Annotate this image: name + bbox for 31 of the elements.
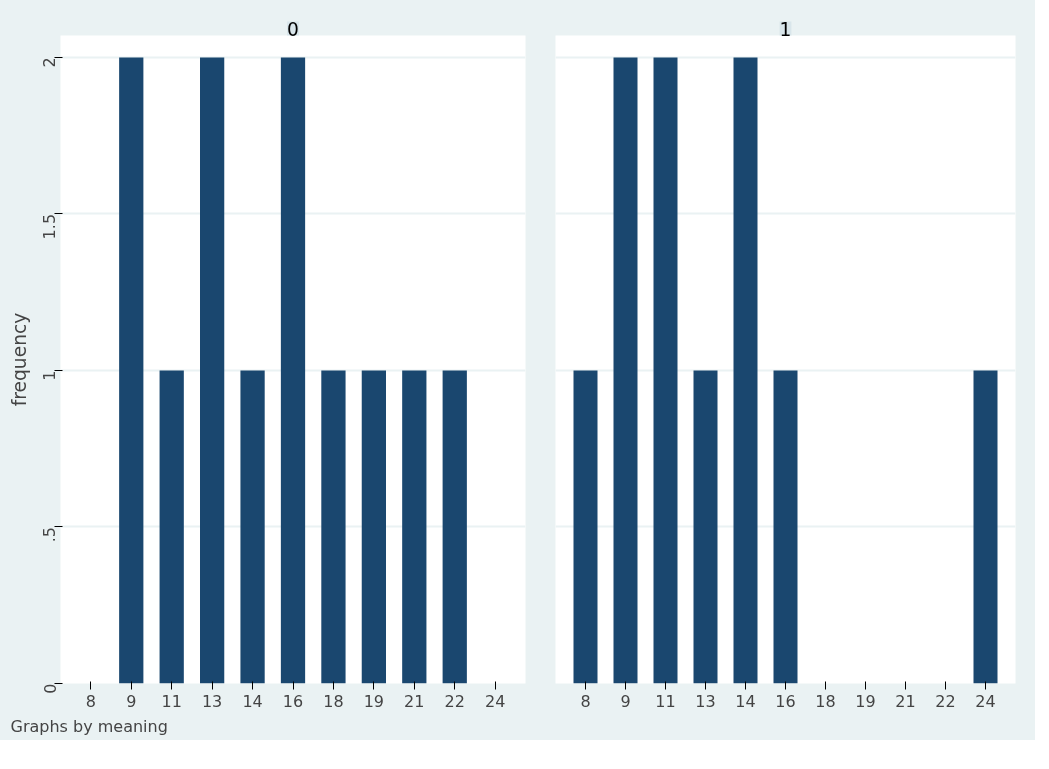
x-tick-label: 21	[404, 691, 425, 711]
x-tick-label: 19	[855, 691, 876, 711]
chart-title: 1	[779, 18, 792, 40]
x-tick-label: 19	[363, 691, 385, 711]
x-tick-label: 18	[815, 691, 836, 711]
x-tick-label: 8	[580, 691, 591, 711]
x-tick-label: 24	[484, 691, 506, 711]
x-tick-label: 22	[444, 691, 465, 711]
x-tick-label: 24	[975, 691, 996, 711]
y-tick-label: .5	[40, 526, 60, 543]
x-tick-label: 9	[126, 691, 137, 711]
x-tick-label: 14	[735, 691, 756, 711]
x-tick-label: 14	[242, 691, 263, 711]
y-tick-label: 1	[40, 370, 60, 381]
x-tick-label: 13	[201, 691, 223, 711]
x-tick-label: 8	[85, 691, 96, 711]
chart-title: 0	[287, 18, 299, 40]
x-tick-label: 11	[655, 691, 676, 711]
y-axis-title: frequency	[8, 312, 30, 407]
x-tick-label: 22	[935, 691, 956, 711]
x-tick-label: 11	[161, 691, 182, 711]
x-tick-label: 9	[620, 691, 631, 711]
x-tick-label: 16	[775, 691, 796, 711]
text: Graphs by meaning	[10, 716, 168, 736]
y-tick-label: 1.5	[40, 213, 60, 240]
y-tick-label: 0	[40, 683, 60, 694]
x-tick-label: 13	[695, 691, 716, 711]
x-tick-label: 21	[895, 691, 916, 711]
x-tick-label: 18	[323, 691, 344, 711]
y-tick-label: 2	[40, 57, 60, 68]
x-tick-label: 16	[282, 691, 304, 711]
